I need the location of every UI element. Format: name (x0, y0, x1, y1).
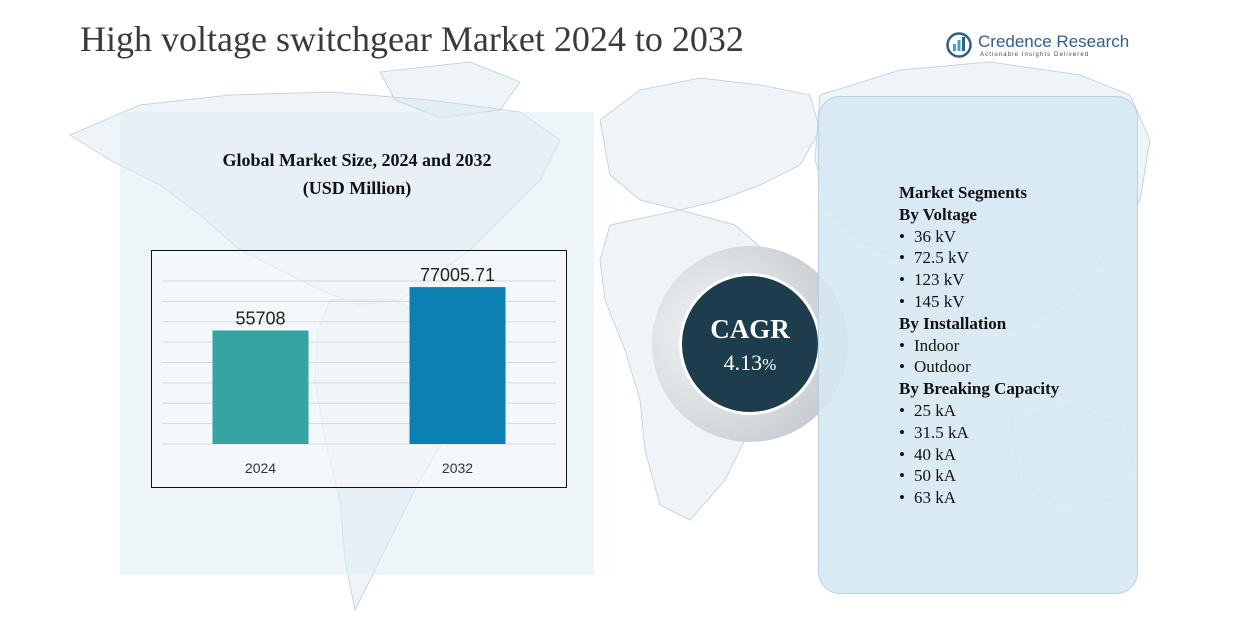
segment-item: 123 kV (899, 269, 1059, 291)
chart-title-line1: Global Market Size, 2024 and 2032 (222, 150, 492, 170)
market-segments: Market Segments By Voltage 36 kV 72.5 kV… (899, 182, 1059, 509)
segment-item: 40 kA (899, 444, 1059, 466)
greenland-shape (379, 61, 521, 119)
segment-item: 31.5 kA (899, 422, 1059, 444)
cagr-label: CAGR (710, 314, 790, 344)
segment-group-title-breaking-capacity: By Breaking Capacity (899, 379, 1060, 399)
brand-logo-icon (946, 32, 972, 58)
x-tick-label-2032: 2032 (442, 460, 473, 476)
segment-list-voltage: 36 kV 72.5 kV 123 kV 145 kV (899, 226, 1059, 313)
segment-group-title-voltage: By Voltage (899, 204, 977, 224)
market-size-panel (120, 112, 594, 575)
brand-name: Credence Research (978, 32, 1130, 51)
segment-item: Indoor (899, 335, 1059, 357)
segment-list-breaking-capacity: 25 kA 31.5 kA 40 kA 50 kA 63 kA (899, 400, 1059, 509)
segment-item: Outdoor (899, 356, 1059, 378)
segment-item: 25 kA (899, 400, 1059, 422)
bar-2032 (409, 287, 506, 444)
segment-list-installation: Indoor Outdoor (899, 335, 1059, 379)
data-label-2032: 77005.71 (420, 265, 495, 285)
bar-chart: 55708 2024 77005.71 2032 (162, 265, 556, 476)
europe-shape (599, 77, 821, 211)
page-title: High voltage switchgear Market 2024 to 2… (80, 19, 744, 59)
chart-title-line2: (USD Million) (302, 178, 412, 198)
segment-item: 63 kA (899, 487, 1059, 509)
segment-group-title-installation: By Installation (899, 313, 1007, 333)
segment-item: 50 kA (899, 465, 1059, 487)
bar-chart-frame: 55708 2024 77005.71 2032 (151, 250, 567, 488)
cagr-value: 4.13 (723, 350, 763, 375)
brand-tagline: Actionable Insights Delivered (980, 52, 1090, 58)
segment-item: 36 kV (899, 226, 1059, 248)
x-tick-label-2024: 2024 (245, 460, 276, 476)
segment-item: 72.5 kV (899, 247, 1059, 269)
segments-heading: Market Segments (899, 183, 1027, 202)
data-label-2024: 55708 (235, 308, 285, 328)
bar-2024 (212, 330, 309, 444)
segment-item: 145 kV (899, 291, 1059, 313)
chart-title: Global Market Size, 2024 and 2032 (USD M… (120, 146, 594, 202)
cagr-unit: % (762, 355, 777, 374)
cagr-badge: CAGR 4.13% (679, 273, 821, 415)
cagr-value-line: 4.13% (682, 350, 818, 376)
brand-logo: Credence Research Actionable Insights De… (946, 30, 1131, 64)
